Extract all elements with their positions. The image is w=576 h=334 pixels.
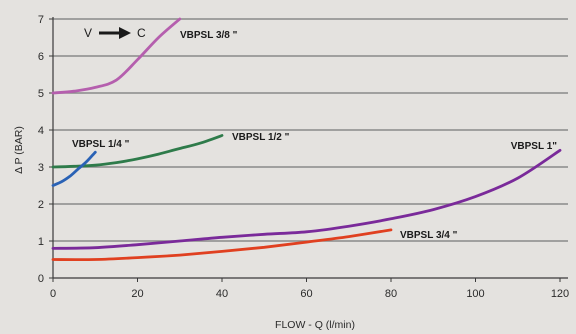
annotation-from: V	[84, 26, 92, 40]
arrow-head-icon	[119, 27, 131, 39]
y-tick-label: 5	[38, 88, 44, 100]
x-tick-label: 0	[50, 288, 56, 300]
series-label-0: VBPSL 3/8 "	[180, 30, 238, 41]
x-tick-label: 60	[300, 288, 312, 300]
y-tick-label: 2	[38, 199, 44, 211]
x-tick-label: 100	[466, 288, 484, 300]
series-line-0	[51, 17, 182, 95]
annotation: V C	[84, 26, 146, 40]
series-lines	[51, 17, 562, 262]
y-tick-label: 0	[38, 273, 44, 285]
y-tick-label: 1	[38, 236, 44, 248]
y-axis-label: Δ P (BAR)	[13, 126, 25, 174]
y-tick-label: 4	[38, 125, 44, 137]
axes	[49, 17, 568, 282]
tick-labels: 0 1 2 3 4 5 6 7 0 20 40 60 80 100 120	[38, 14, 569, 300]
annotation-to: C	[137, 26, 146, 40]
series-label-4: VBPSL 3/4 "	[400, 230, 458, 241]
series-label-3: VBPSL 1"	[511, 141, 557, 152]
series-label-2: VBPSL 1/4 "	[72, 139, 130, 150]
series-line-4	[51, 228, 393, 262]
series-labels: VBPSL 3/8 " VBPSL 1/2 " VBPSL 1/4 " VBPSL 1…	[72, 30, 557, 241]
y-tick-label: 3	[38, 162, 44, 174]
x-axis-label: FLOW - Q (l/min)	[275, 319, 355, 331]
x-tick-label: 40	[216, 288, 228, 300]
grid	[53, 18, 568, 242]
x-tick-label: 120	[551, 288, 569, 300]
series-line-3	[51, 148, 562, 250]
y-tick-label: 7	[38, 14, 44, 26]
x-tick-label: 20	[131, 288, 143, 300]
series-line-2	[51, 150, 97, 187]
x-tick-label: 80	[385, 288, 397, 300]
series-label-1: VBPSL 1/2 "	[232, 132, 290, 143]
y-tick-label: 6	[38, 51, 44, 63]
